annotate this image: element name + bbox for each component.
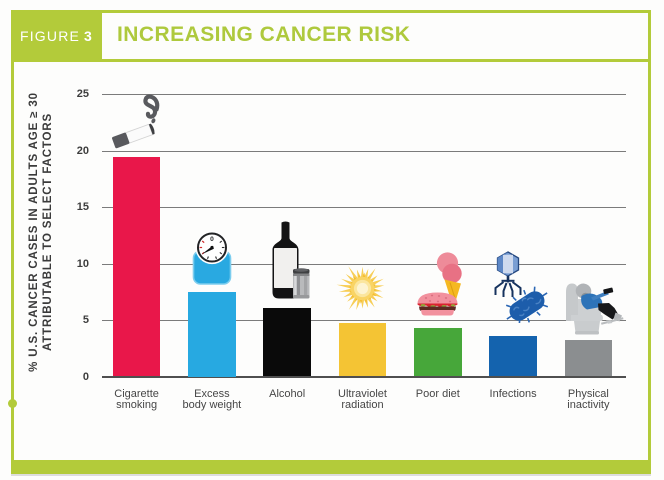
gridline-20 [102,150,626,152]
diet-icon [417,252,462,316]
y-tick-0: 0 [82,370,89,383]
bar-cigarette-smoking [112,157,161,377]
scale-dial-zero: 0 [210,236,214,243]
category-label-infections: Infections [489,387,537,400]
y-axis-label-line1: % U.S. CANCER CASES IN ADULTS AGE ≥ 30 [28,92,40,372]
bar-physical-inactivity [564,340,613,377]
alcohol-icon [272,221,310,299]
gridline-15 [102,207,626,209]
category-label-cigarette-smoking: Cigarette smoking [114,387,159,411]
frame-bottom-bar [11,460,651,474]
figure-label-box: FIGURE 3 [11,10,102,62]
frame-left-dot [8,399,17,408]
header-underline [102,59,651,62]
bar-excess-body-weight [188,291,236,377]
frame-top-line [11,10,651,13]
figure-label-word: FIGURE [19,28,81,44]
gridline-10 [102,263,626,265]
inactivity-icon [566,283,624,335]
chart-title: INCREASING CANCER RISK [117,23,411,46]
y-tick-10: 10 [76,257,89,270]
sun-icon [336,266,385,311]
cigarette-icon [112,94,160,149]
category-label-ultraviolet-radiation: Ultraviolet radiation [338,387,387,411]
category-label-physical-inactivity: Physical inactivity [567,387,610,411]
bar-poor-diet [414,327,462,377]
y-tick-20: 20 [76,144,89,157]
y-axis-label-line2: ATTRIBUTABLE TO SELECT FACTORS [41,112,54,352]
y-axis-label: % U.S. CANCER CASES IN ADULTS AGE ≥ 30 A… [28,82,56,382]
category-label-poor-diet: Poor diet [415,387,460,400]
bar-ultraviolet-radiation [338,323,387,377]
category-label-excess-body-weight: Excess body weight [182,387,242,411]
scale-icon: 0 [192,230,232,285]
frame-left-line [11,10,14,474]
bar-infections [489,335,537,377]
gridline-25 [102,94,626,96]
y-tick-5: 5 [82,314,89,326]
category-label-alcohol: Alcohol [269,387,306,400]
y-tick-25: 25 [76,88,89,100]
frame-right-line [648,10,651,474]
figure-label-number: 3 [84,28,94,44]
bar-alcohol [263,307,311,377]
y-tick-15: 15 [76,201,89,213]
infections-icon [494,251,548,323]
gridline-5 [102,320,626,322]
frame-bottom-shadow [11,474,651,476]
gridline-0 [102,375,626,378]
